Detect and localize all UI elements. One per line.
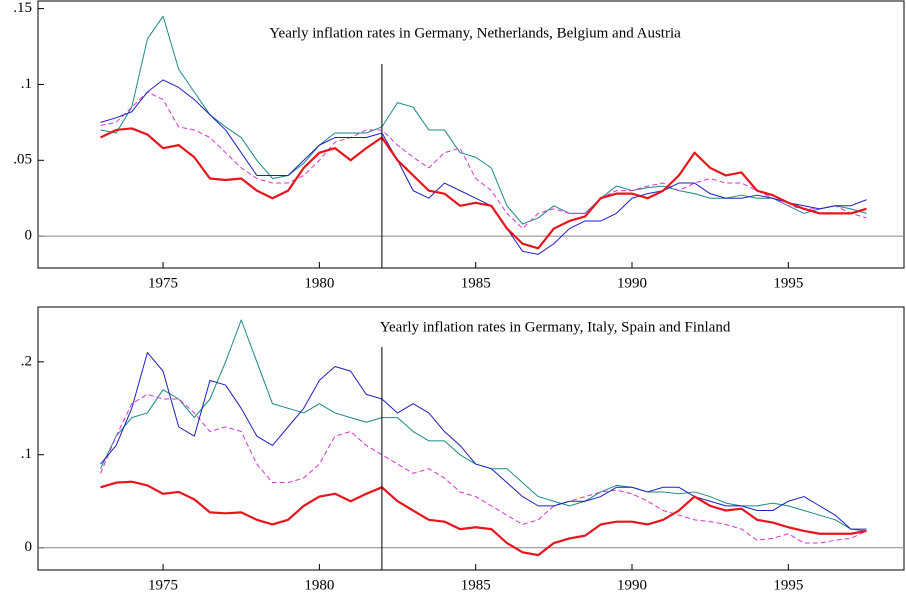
chart-title: Yearly inflation rates in Germany, Italy… [380,319,731,335]
x-tick-label: 1980 [304,577,334,593]
x-tick-label: 1975 [148,275,178,291]
series-line [100,319,867,532]
y-tick-label: .15 [13,0,32,16]
plot-frame [37,306,905,571]
series-line [100,91,867,230]
plot-frame [37,0,905,269]
x-tick-label: 1980 [304,275,334,291]
x-tick-label: 1985 [461,275,491,291]
x-tick-label: 1990 [617,275,647,291]
x-tick-label: 1995 [773,275,803,291]
y-tick-label: .1 [21,446,32,462]
series-line [100,393,867,544]
series-line [100,79,867,255]
y-tick-label: 0 [25,228,33,244]
x-tick-label: 1990 [617,577,647,593]
series-line [100,15,867,225]
series-line [100,127,867,250]
x-tick-label: 1985 [461,577,491,593]
y-tick-label: .2 [21,353,32,369]
y-tick-label: 0 [25,539,33,555]
series-line [100,352,867,530]
y-tick-label: .05 [13,152,32,168]
x-tick-label: 1995 [773,577,803,593]
x-tick-label: 1975 [148,577,178,593]
series-line [100,480,867,557]
y-tick-label: .1 [21,76,32,92]
chart-title: Yearly inflation rates in Germany, Nethe… [269,25,681,41]
